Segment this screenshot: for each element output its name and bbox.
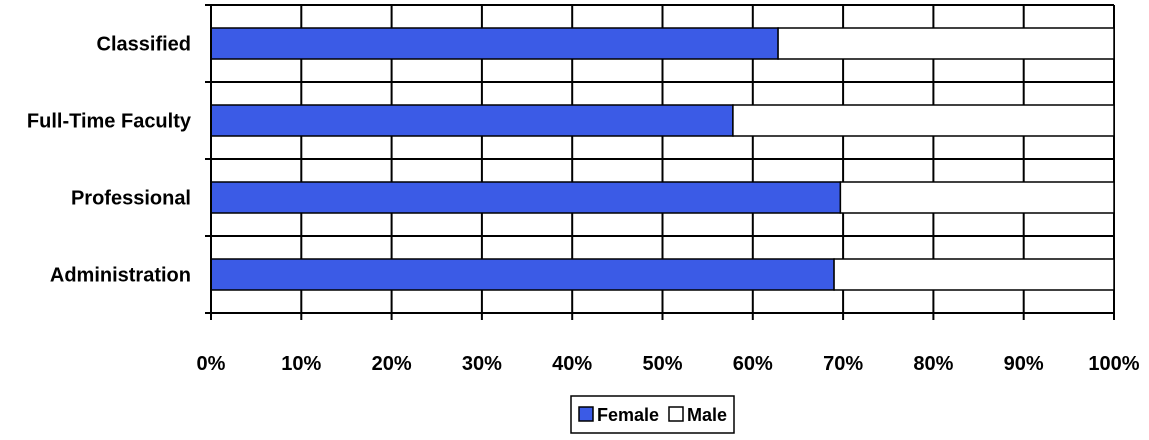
x-tick-label: 100% <box>1088 353 1139 375</box>
bar-female <box>210 104 734 137</box>
x-tick-label: 80% <box>913 353 953 375</box>
category-label: Classified <box>97 34 191 56</box>
x-tick-label: 90% <box>1004 353 1044 375</box>
x-tick-label: 30% <box>462 353 502 375</box>
x-tick-label: 60% <box>733 353 773 375</box>
legend-swatch-male <box>668 406 684 422</box>
bar-male <box>777 27 1115 60</box>
legend: Female Male <box>570 395 735 434</box>
bar-male <box>732 104 1115 137</box>
category-label: Administration <box>50 265 191 287</box>
x-tick-label: 20% <box>372 353 412 375</box>
category-label: Full-Time Faculty <box>27 111 192 133</box>
legend-box <box>570 395 735 434</box>
bars <box>210 27 1115 291</box>
labels: Classified Full-Time Faculty Professional A… <box>27 34 1140 376</box>
bar-male <box>839 181 1115 214</box>
x-tick-label: 0% <box>197 353 226 375</box>
x-tick-label: 70% <box>823 353 863 375</box>
x-tick-label: 50% <box>642 353 682 375</box>
x-tick-label: 10% <box>281 353 321 375</box>
legend-label-female: Female <box>597 405 659 425</box>
bar-male <box>833 258 1115 291</box>
legend-swatch-female <box>578 406 594 422</box>
x-tick-label: 40% <box>552 353 592 375</box>
bar-female <box>210 258 835 291</box>
bar-female <box>210 27 779 60</box>
axes <box>205 4 1115 320</box>
legend-label-male: Male <box>687 405 727 425</box>
category-label: Professional <box>71 188 191 210</box>
bar-female <box>210 181 842 214</box>
